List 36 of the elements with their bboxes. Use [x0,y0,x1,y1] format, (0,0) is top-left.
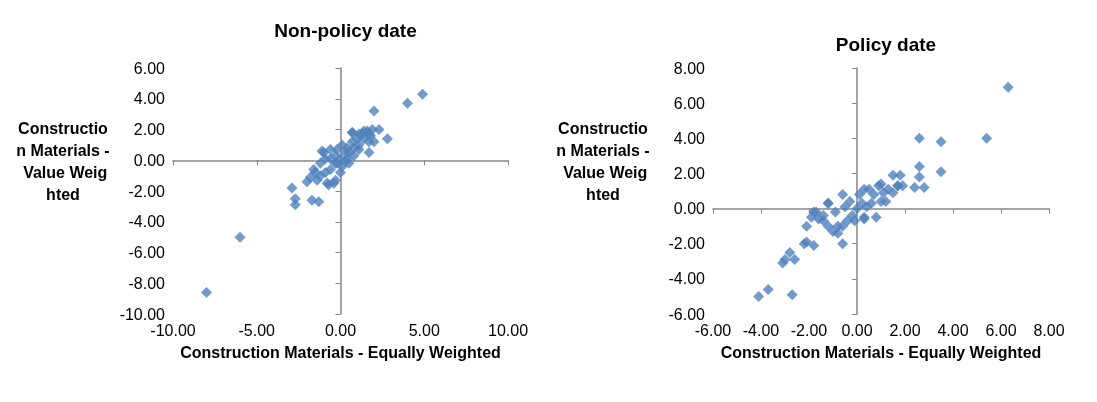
y-axis-title: Construction Materials - Value Weighted [16,119,110,203]
y-tick-label: 0.00 [673,200,706,218]
chart-title: Policy date [835,34,937,55]
y-tick-label: 0.00 [133,151,166,169]
y-tick-label: -6.00 [668,305,706,323]
x-tick-label: -10.00 [150,321,196,339]
y-tick-label: -4.00 [668,270,706,288]
y-tick-label: -4.00 [128,213,166,231]
x-tick-label: 0.00 [841,321,873,339]
x-tick-label: 10.00 [487,321,529,339]
y-axis-title: Construction Materials - Value Weighted [556,119,650,203]
x-tick-label: 2.00 [889,321,921,339]
y-tick-label: -2.00 [668,235,706,253]
y-tick-label: 8.00 [673,59,706,77]
y-tick-label: 6.00 [133,59,166,77]
x-tick-label: 0.00 [324,321,357,339]
y-tick-label: -8.00 [128,274,166,292]
y-tick-label: 2.00 [133,121,166,138]
chart-title: Non-policy date [274,20,417,41]
x-axis-title: Construction Materials - Equally Weighted [180,343,501,361]
x-tick-label: 6.00 [985,321,1017,339]
y-tick-label: -6.00 [128,244,166,261]
x-tick-label: -5.00 [238,321,276,339]
y-tick-label: 4.00 [133,90,166,108]
x-tick-label: 5.00 [408,321,440,339]
y-tick-label: -2.00 [128,182,166,200]
x-tick-label: -4.00 [742,321,780,339]
y-tick-label: 4.00 [673,129,706,147]
x-tick-label: 4.00 [937,321,969,339]
y-tick-label: 6.00 [673,94,706,112]
y-tick-label: -10.00 [119,305,166,323]
x-tick-label: 8.00 [1033,321,1065,339]
y-tick-label: 2.00 [673,164,706,182]
x-tick-label: -2.00 [790,321,828,339]
x-tick-label: -6.00 [694,321,732,339]
x-axis-title: Construction Materials - Equally Weighted [720,343,1042,361]
